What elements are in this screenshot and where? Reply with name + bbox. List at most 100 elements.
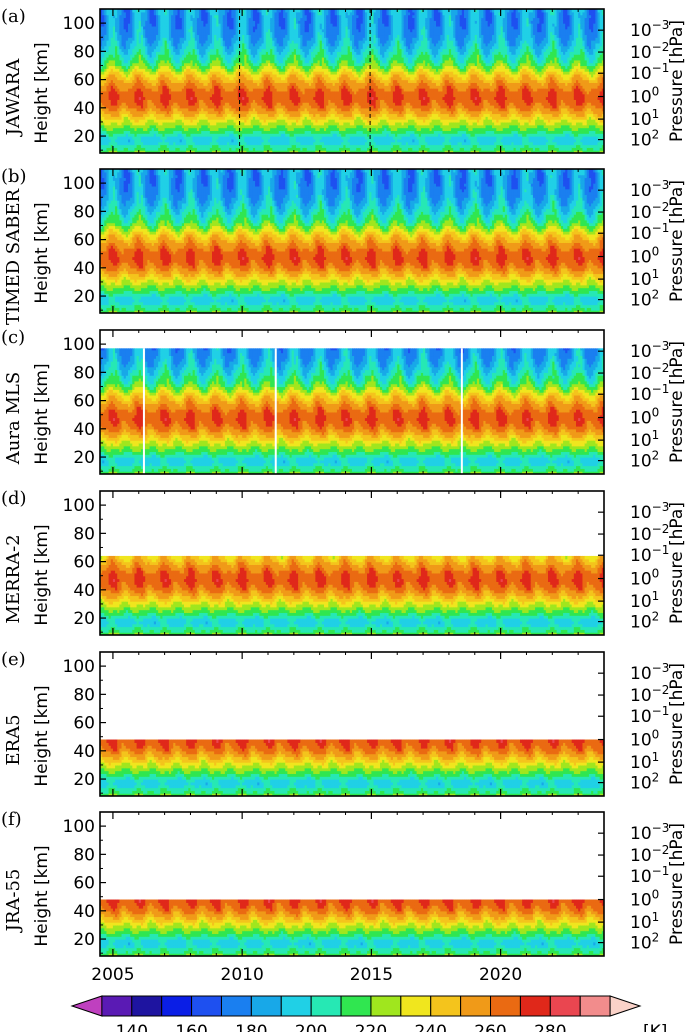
heatmap-cell xyxy=(132,102,136,106)
heatmap-cell xyxy=(151,102,155,106)
heatmap-cell xyxy=(199,79,202,84)
heatmap-cell xyxy=(108,20,112,24)
heatmap-cell xyxy=(149,113,153,117)
heatmap-cell xyxy=(205,28,209,33)
heatmap-cell xyxy=(108,59,112,64)
heatmap-cell xyxy=(158,105,161,109)
heatmap-cell xyxy=(168,59,172,64)
heatmap-cell xyxy=(194,99,198,103)
heatmap-cell xyxy=(156,51,159,55)
heatmap-cell xyxy=(115,127,118,132)
heatmap-cell xyxy=(188,130,192,134)
heatmap-cell xyxy=(190,88,194,92)
heatmap-cell xyxy=(104,110,108,115)
heatmap-cell xyxy=(112,42,116,47)
heatmap-cell xyxy=(123,133,127,137)
heatmap-cell xyxy=(190,133,194,137)
heatmap-cell xyxy=(115,96,118,100)
heatmap-cell xyxy=(145,116,148,120)
heatmap-cell xyxy=(194,85,198,89)
heatmap-cell xyxy=(218,133,222,137)
heatmap-cell xyxy=(138,14,142,19)
heatmap-cell xyxy=(222,76,226,81)
heatmap-cell xyxy=(119,11,123,16)
heatmap-cell xyxy=(145,96,148,100)
heatmap-cell xyxy=(140,17,144,21)
heatmap-cell xyxy=(110,79,114,84)
heatmap-cell xyxy=(194,71,198,75)
heatmap-cell xyxy=(119,90,123,95)
heatmap-cell xyxy=(240,9,243,13)
heatmap-cell xyxy=(235,28,239,33)
heatmap-cell xyxy=(100,119,103,123)
heatmap-cell xyxy=(115,93,118,98)
heatmap-cell xyxy=(100,37,103,41)
heatmap-cell xyxy=(171,141,174,146)
heatmap-cell xyxy=(175,113,179,117)
heatmap-cell xyxy=(147,54,151,58)
heatmap-cell xyxy=(207,136,211,140)
heatmap-cell xyxy=(160,96,164,100)
heatmap-cell xyxy=(168,82,172,86)
heatmap-cell xyxy=(194,124,198,129)
heatmap-cell xyxy=(203,14,207,19)
heatmap-cell xyxy=(121,45,125,50)
heatmap-cell xyxy=(214,138,217,143)
heatmap-cell xyxy=(162,136,166,140)
heatmap-cell xyxy=(132,45,136,50)
heatmap-cell xyxy=(102,79,105,84)
heatmap-cell xyxy=(188,105,192,109)
heatmap-cell xyxy=(222,144,226,148)
heatmap-cell xyxy=(233,93,237,98)
heatmap-cell xyxy=(235,45,239,50)
heatmap-cell xyxy=(224,76,228,81)
heatmap-cell xyxy=(222,9,226,13)
heatmap-cell xyxy=(117,71,120,75)
heatmap-cell xyxy=(196,138,200,143)
heatmap-cell xyxy=(203,23,207,27)
heatmap-cell xyxy=(121,71,125,75)
heatmap-cell xyxy=(220,45,224,50)
heatmap-cell xyxy=(119,93,123,98)
heatmap-cell xyxy=(171,136,174,140)
heatmap-cell xyxy=(158,110,161,115)
heatmap-cell xyxy=(130,107,133,112)
heatmap-cell xyxy=(121,130,125,134)
heatmap-cell xyxy=(216,23,220,27)
heatmap-cell xyxy=(149,65,153,69)
heatmap-cell xyxy=(173,31,176,36)
heatmap-cell xyxy=(235,113,239,117)
heatmap-cell xyxy=(233,73,237,78)
heatmap-cell xyxy=(184,62,187,67)
heatmap-cell xyxy=(134,130,138,134)
heatmap-cell xyxy=(240,138,243,143)
heatmap-cell xyxy=(214,25,217,30)
heatmap-cell xyxy=(186,90,189,95)
heatmap-cell xyxy=(231,144,235,148)
heatmap-cell xyxy=(138,79,142,84)
heatmap-cell xyxy=(115,136,118,140)
heatmap-cell xyxy=(220,48,224,52)
heatmap-cell xyxy=(121,150,125,153)
heatmap-cell xyxy=(222,85,226,89)
heatmap-cell xyxy=(199,107,202,112)
heatmap-cell xyxy=(125,40,129,44)
heatmap-cell xyxy=(203,57,207,61)
heatmap-cell xyxy=(192,76,196,81)
heatmap-cell xyxy=(140,11,144,16)
heatmap-cell xyxy=(166,88,170,92)
heatmap-cell xyxy=(153,9,157,13)
heatmap-cell xyxy=(192,116,196,120)
heatmap-cell xyxy=(233,40,237,44)
heatmap-cell xyxy=(125,73,129,78)
heatmap-cell xyxy=(115,133,118,137)
heatmap-cell xyxy=(147,79,151,84)
heatmap-cell xyxy=(145,119,148,123)
heatmap-cell xyxy=(132,9,136,13)
heatmap-cell xyxy=(194,45,198,50)
heatmap-cell xyxy=(160,40,164,44)
heatmap-cell xyxy=(168,62,172,67)
heatmap-cell xyxy=(160,127,164,132)
heatmap-cell xyxy=(102,150,105,153)
heatmap-cell xyxy=(240,45,243,50)
